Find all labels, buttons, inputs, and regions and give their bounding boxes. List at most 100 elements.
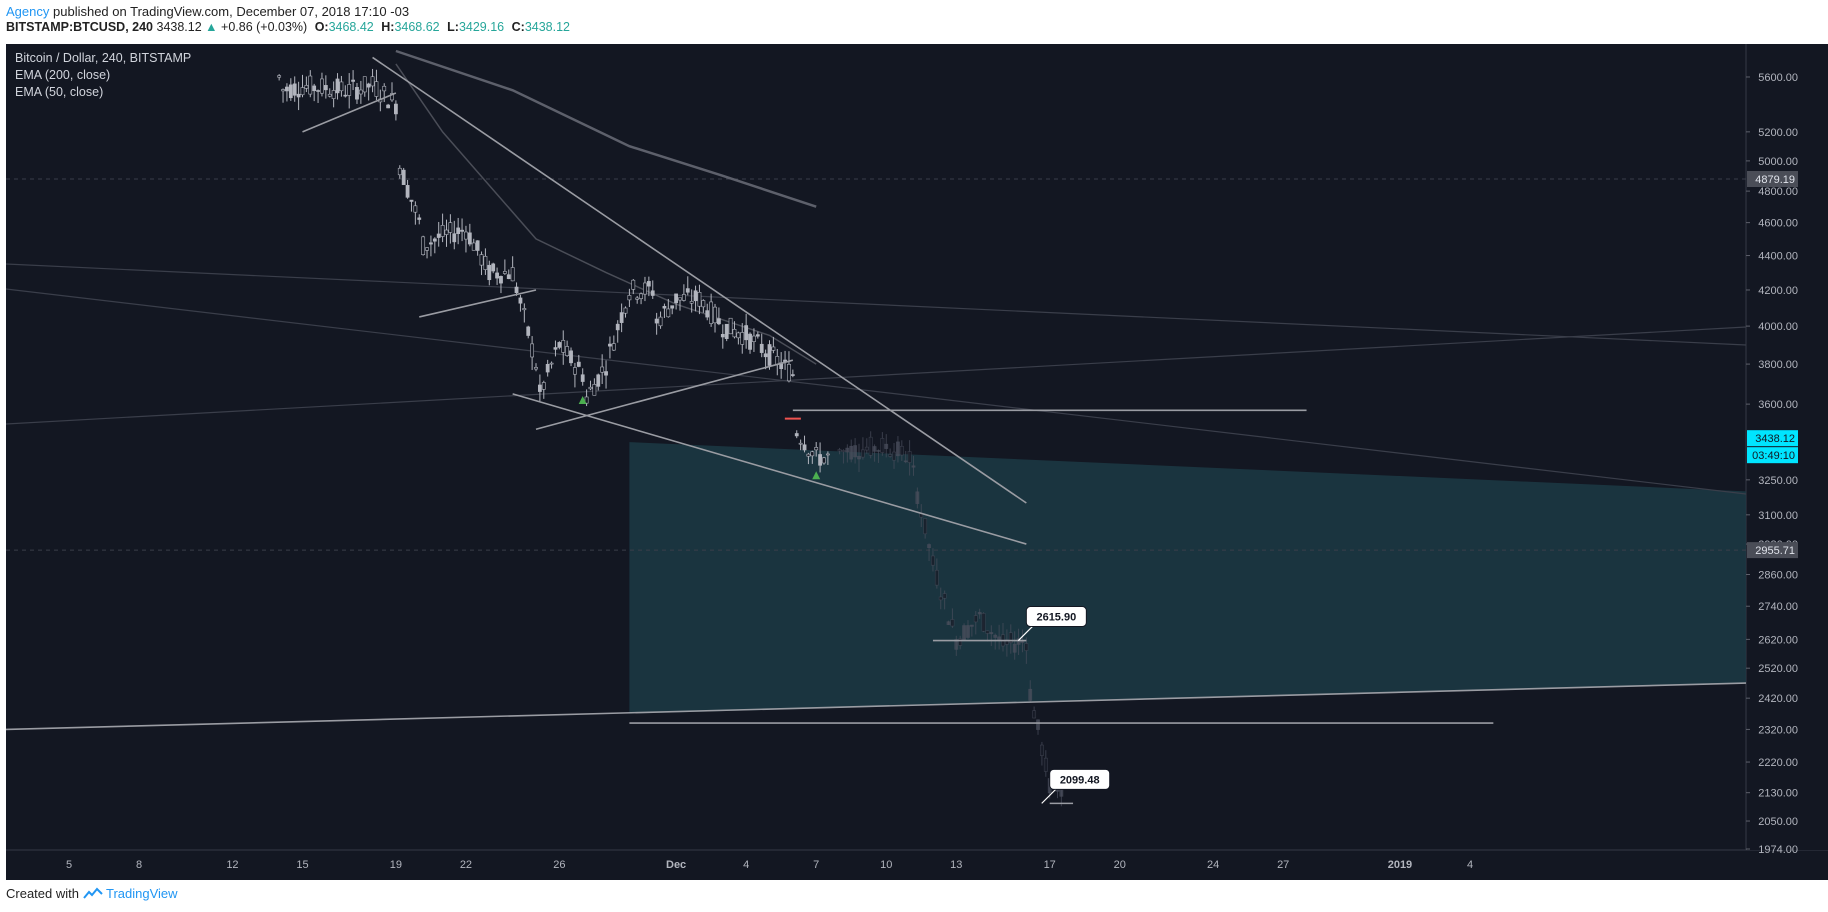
x-tick-label: 24	[1207, 859, 1219, 871]
candle-body	[541, 382, 546, 390]
candle-body	[467, 232, 472, 245]
trend-line[interactable]	[512, 393, 1027, 545]
x-tick-label: 4	[743, 859, 749, 871]
candle-body	[351, 79, 355, 82]
y-tick-label: 4600.00	[1758, 218, 1798, 230]
trend-line[interactable]	[302, 92, 397, 133]
footer: Created with TradingView	[6, 886, 178, 901]
candle-body	[693, 290, 698, 302]
projected-candle-body	[1016, 638, 1021, 645]
projected-candle-body	[876, 450, 881, 452]
candle-body	[553, 347, 558, 350]
y-tick-label: 3800.00	[1758, 359, 1798, 371]
x-tick-label: 22	[460, 859, 472, 871]
trend-line[interactable]	[419, 289, 537, 318]
candle-body	[678, 297, 682, 301]
candle-body	[666, 308, 671, 318]
callout-pointer	[1017, 626, 1033, 641]
candle-body	[300, 87, 305, 96]
candle-body	[814, 447, 819, 451]
projected-candle-body	[934, 569, 939, 586]
candle-body	[502, 271, 507, 274]
callout-box	[1025, 606, 1087, 628]
candle-body	[506, 274, 511, 280]
price-change: +0.86 (+0.03%)	[221, 20, 308, 34]
x-tick-label: 5	[66, 859, 72, 871]
candle-body	[670, 305, 675, 309]
projected-candle-body	[868, 436, 873, 456]
projected-candle-body	[973, 615, 978, 623]
tradingview-brand-link[interactable]: TradingView	[106, 886, 178, 901]
y-tick-label: 2740.00	[1758, 601, 1798, 613]
candle-body	[429, 242, 433, 245]
author-link[interactable]: Agency	[6, 4, 50, 19]
projected-candle-body	[1032, 710, 1037, 719]
candle-body	[304, 85, 309, 89]
candle-body	[393, 103, 398, 115]
candle-body	[732, 329, 737, 338]
y-tick-label: 4800.00	[1758, 186, 1798, 198]
candle-body	[464, 231, 468, 240]
candle-body	[584, 396, 589, 404]
price-badge	[1747, 170, 1798, 187]
projected-candle-body	[888, 454, 893, 457]
candle-body	[611, 343, 616, 351]
candle-body	[355, 87, 359, 100]
candle-body	[456, 227, 461, 234]
high-value: 3468.62	[394, 20, 440, 34]
y-tick-label: 3600.00	[1758, 399, 1798, 411]
x-tick-label: 19	[390, 859, 402, 871]
candle-body	[561, 340, 566, 353]
price-axis[interactable]: 5600.00 5200.00 5000.00 4800.00 4600.00 4400.…	[1746, 72, 1798, 856]
x-tick-label: 13	[950, 859, 962, 871]
price-badge	[1747, 542, 1798, 559]
candle-body	[401, 169, 406, 185]
projected-candle-body	[962, 625, 966, 641]
projected-candle-body	[969, 624, 974, 627]
candle-body	[728, 317, 733, 335]
trend-line[interactable]	[372, 56, 1027, 504]
projected-candle-body	[860, 449, 865, 458]
ema50-line	[395, 63, 817, 365]
candle-body	[748, 333, 752, 350]
candle-body	[802, 444, 807, 451]
projected-candle-body	[966, 625, 970, 638]
candle-body	[717, 318, 721, 325]
price-chart[interactable]: 2615.90 2099.48 Bitcoin / Dollar, 240, BI…	[6, 44, 1828, 880]
candle-body	[806, 453, 811, 457]
candle-body	[771, 346, 776, 351]
projected-candle-body	[977, 612, 982, 615]
projected-candle-body	[864, 446, 869, 451]
x-tick-label: 4	[1467, 859, 1473, 871]
candles-layer	[277, 68, 1064, 807]
time-axis[interactable]: 5 8 12 15 19 22 26 Dec 4 7 10 13 17 20 24 27 2019 4	[66, 859, 1473, 871]
candle-body	[720, 333, 725, 338]
candle-body	[382, 85, 387, 92]
y-tick-label: 2050.00	[1758, 816, 1798, 828]
candle-body	[576, 361, 581, 367]
candle-body	[537, 384, 542, 392]
candle-body	[475, 240, 480, 251]
projected-candle-body	[923, 518, 928, 535]
projected-candle-body	[989, 632, 994, 635]
candle-body	[432, 238, 437, 242]
candle-body	[386, 104, 391, 109]
candle-body	[323, 85, 328, 91]
price-badge-label: 3438.12	[1755, 433, 1795, 445]
symbol-label: BITSTAMP:BTCUSD, 240	[6, 20, 154, 34]
projected-candle-body	[911, 465, 916, 468]
drawing-lines-layer[interactable]	[6, 56, 1747, 805]
long-support-line[interactable]	[6, 682, 1747, 731]
trend-line[interactable]	[535, 359, 794, 430]
candle-body	[787, 363, 791, 382]
projected-candle-body	[942, 593, 947, 599]
x-tick-label: 10	[880, 859, 892, 871]
x-tick-label: 15	[296, 859, 308, 871]
candle-body	[545, 363, 550, 373]
candle-body	[448, 222, 453, 233]
projected-candle-body	[884, 443, 889, 449]
projected-candle-body	[880, 438, 885, 453]
candle-body	[658, 316, 663, 327]
y-tick-label: 4400.00	[1758, 251, 1798, 263]
candle-body	[479, 254, 484, 266]
